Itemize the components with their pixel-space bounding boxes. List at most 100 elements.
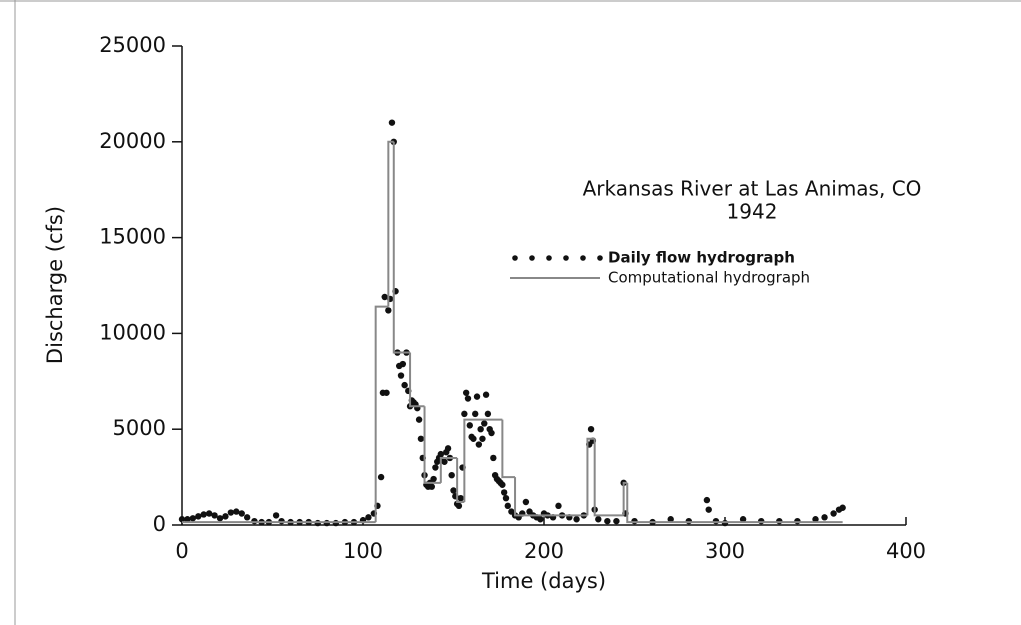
- flow-point: [479, 435, 486, 442]
- legend-label: Daily flow hydrograph: [608, 249, 795, 267]
- step-segment: [439, 456, 458, 483]
- flow-point: [482, 391, 490, 398]
- x-axis-label: Time (days): [481, 569, 606, 593]
- flow-point: [178, 516, 186, 523]
- flow-point: [441, 458, 448, 465]
- step-segment: [392, 141, 411, 354]
- flow-point: [667, 516, 674, 523]
- flow-point: [457, 494, 464, 502]
- x-tick-label: 0: [175, 539, 188, 563]
- flow-point: [484, 410, 492, 418]
- flow-point: [839, 504, 846, 511]
- legend-marker: [546, 255, 552, 261]
- flow-point: [504, 502, 511, 510]
- flow-point: [377, 473, 385, 481]
- flow-point: [490, 454, 497, 462]
- step-segment: [622, 481, 628, 516]
- flow-point: [222, 513, 229, 520]
- flow-point: [365, 514, 372, 521]
- step-segment: [409, 352, 425, 408]
- step-segment: [423, 406, 441, 484]
- flow-point: [475, 441, 483, 448]
- flow-point: [502, 494, 510, 502]
- flow-point: [472, 410, 479, 418]
- flow-point: [705, 506, 712, 513]
- flow-point: [233, 508, 240, 515]
- flow-point: [473, 393, 481, 400]
- flow-point: [450, 487, 457, 494]
- flow-point: [537, 516, 544, 523]
- flow-point: [477, 426, 484, 433]
- legend-label: Computational hydrograph: [608, 269, 810, 287]
- step-segment: [387, 140, 394, 307]
- y-axis-label: Discharge (cfs): [43, 206, 67, 364]
- legend-marker: [580, 255, 586, 261]
- flow-point: [205, 510, 213, 517]
- flow-point: [821, 514, 828, 521]
- flow-point: [415, 416, 423, 423]
- x-tick-label: 400: [886, 539, 926, 563]
- flow-point: [401, 381, 408, 389]
- flow-point: [587, 426, 595, 433]
- y-tick-label: 25000: [99, 33, 166, 57]
- flow-point: [211, 512, 218, 519]
- y-tick-label: 0: [153, 512, 166, 536]
- flow-point: [430, 475, 437, 483]
- flow-point: [437, 450, 445, 458]
- flow-point: [812, 516, 819, 523]
- legend-marker: [512, 255, 518, 261]
- flow-point: [428, 483, 435, 490]
- flow-point: [481, 420, 488, 427]
- flow-point: [455, 502, 463, 510]
- flow-point: [555, 502, 562, 510]
- chart-subtitle: 1942: [727, 200, 778, 224]
- flow-point: [184, 516, 191, 523]
- flow-point: [448, 471, 455, 479]
- step-segment: [501, 419, 516, 479]
- flow-point: [444, 445, 452, 452]
- flow-point: [417, 435, 425, 442]
- flow-point: [243, 514, 251, 521]
- x-tick-label: 300: [705, 539, 745, 563]
- x-tick-label: 200: [524, 539, 564, 563]
- flow-point: [573, 516, 580, 523]
- flow-point: [385, 307, 392, 314]
- step-segment: [626, 482, 843, 524]
- legend-marker: [597, 255, 603, 261]
- flow-point: [200, 511, 207, 518]
- flow-point: [397, 372, 405, 379]
- flow-point: [462, 389, 470, 396]
- flow-point: [522, 498, 530, 506]
- x-tick-label: 100: [343, 539, 383, 563]
- flow-point: [195, 513, 202, 520]
- flow-point: [613, 517, 620, 525]
- flow-point: [464, 395, 472, 402]
- flow-point: [739, 516, 747, 523]
- flow-point: [604, 517, 611, 525]
- flow-point: [466, 422, 473, 429]
- step-segment: [514, 477, 588, 517]
- chart-title: Arkansas River at Las Animas, CO: [583, 177, 922, 201]
- flow-point: [216, 515, 224, 522]
- step-segment: [586, 437, 595, 516]
- y-tick-label: 20000: [99, 129, 166, 153]
- step-segment: [456, 457, 465, 504]
- flow-point: [595, 516, 602, 523]
- flow-point: [383, 389, 390, 396]
- flow-point: [388, 119, 396, 126]
- flow-point: [227, 509, 235, 516]
- step-segment: [374, 305, 389, 523]
- legend-marker: [563, 255, 569, 261]
- flow-point: [238, 510, 245, 517]
- flow-point: [703, 496, 711, 504]
- flow-point: [499, 481, 506, 488]
- y-tick-label: 15000: [99, 225, 166, 249]
- flow-point: [470, 435, 477, 442]
- flow-point: [272, 512, 280, 519]
- flow-point: [488, 429, 495, 437]
- flow-point: [830, 510, 837, 517]
- flow-point: [461, 410, 468, 418]
- flow-point: [432, 464, 439, 471]
